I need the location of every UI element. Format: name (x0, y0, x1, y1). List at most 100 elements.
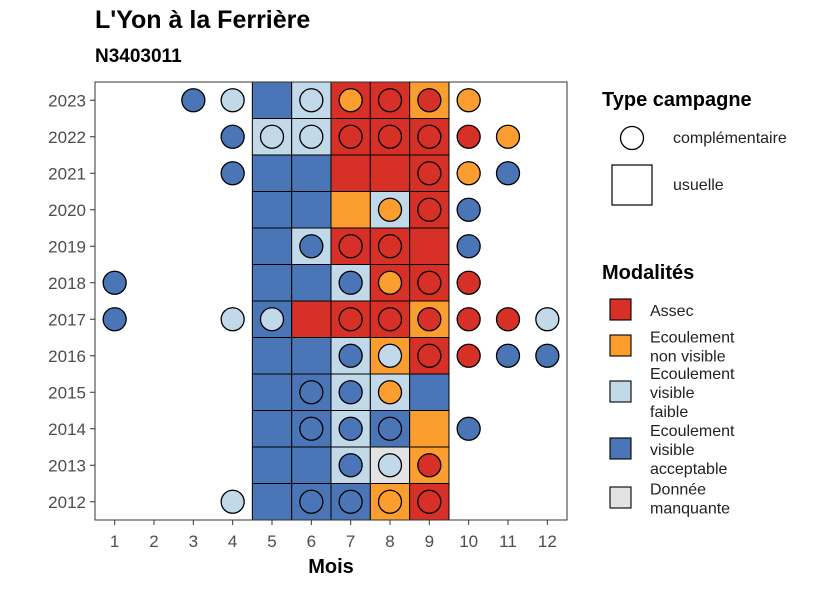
campaign-point-2014-6 (299, 416, 324, 441)
campaign-point-2023-9 (417, 88, 442, 113)
legend-campaign-title: Type campagne (602, 89, 752, 111)
campaign-point-2012-7 (338, 489, 363, 514)
axes-layer: 1 2 3 4 5 6 7 8 9 10 11 122012201320142015201620172… (48, 91, 557, 551)
legend-modality-label: Ecoulement visible faible (650, 366, 735, 421)
campaign-point-2017-5 (259, 307, 285, 332)
y-tick-label: 2014 (48, 420, 86, 439)
heatmap-cell-2019-9 (409, 227, 450, 265)
legend: Type campagne complémentaire usuelle Modali… (602, 89, 787, 518)
heatmap-cell-2016-6 (291, 337, 332, 375)
campaign-point-2023-10 (456, 88, 481, 113)
x-tick-label: 10 (459, 532, 478, 551)
x-tick-label: 1 (110, 532, 119, 551)
campaign-point-2023-7 (338, 88, 363, 113)
campaign-point-2017-10 (456, 307, 481, 332)
legend-modality-label: Donnée manquante (650, 482, 730, 518)
heatmap-cell-2015-5 (251, 373, 293, 411)
heatmap-cell-2021-8 (369, 154, 411, 192)
campaign-point-2016-12 (535, 343, 560, 368)
campaign-point-2022-9 (417, 124, 442, 149)
x-tick-label: 7 (346, 532, 355, 551)
legend-modalities-title: Modalités (602, 262, 694, 284)
heatmap-cell-2013-5 (251, 446, 293, 484)
campaign-point-2019-6 (299, 234, 324, 259)
y-tick-label: 2015 (48, 383, 86, 402)
campaign-point-2022-5 (259, 124, 285, 149)
legend-modality-swatch (609, 298, 632, 321)
x-axis-title: Mois (308, 556, 354, 578)
y-tick-label: 2020 (48, 201, 86, 220)
plot-panel-border (94, 81, 568, 521)
heatmap-cell-2020-5 (251, 191, 293, 229)
y-tick-label: 2012 (48, 493, 86, 512)
x-tick-label: 4 (228, 532, 237, 551)
campaign-point-2020-9 (417, 197, 442, 222)
heatmap-cell-2021-6 (291, 154, 332, 192)
campaign-point-2017-4 (220, 307, 245, 332)
legend-modality-label: Ecoulement visible acceptable (650, 423, 735, 478)
y-tick-label: 2016 (48, 347, 86, 366)
campaign-point-2023-8 (377, 88, 403, 113)
heatmap-cell-2021-5 (251, 154, 293, 192)
y-tick-label: 2021 (48, 164, 86, 183)
campaign-point-2014-7 (338, 416, 363, 441)
campaign-point-2017-1 (102, 307, 127, 332)
campaign-point-2015-8 (377, 380, 403, 405)
x-tick-label: 3 (189, 532, 198, 551)
campaign-point-2014-8 (377, 416, 403, 441)
campaign-point-2022-11 (495, 124, 521, 149)
heatmap-cell-2014-9 (409, 410, 450, 448)
campaign-point-2013-8 (377, 453, 403, 478)
campaign-point-2018-10 (456, 270, 481, 295)
heatmap-cell-2015-9 (409, 373, 450, 411)
campaign-point-2017-9 (417, 307, 442, 332)
campaign-point-2018-7 (338, 270, 363, 295)
campaign-point-2023-4 (220, 88, 245, 113)
campaign-point-2017-12 (535, 307, 560, 332)
heatmap-cell-2020-6 (291, 191, 332, 229)
heatmap-cell-2020-7 (330, 191, 371, 229)
campaign-point-2022-4 (220, 124, 245, 149)
campaign-point-2012-6 (299, 489, 324, 514)
campaign-point-2017-11 (495, 307, 521, 332)
campaign-point-2022-8 (377, 124, 403, 149)
heatmap-cell-2016-5 (251, 337, 293, 375)
campaign-point-2018-8 (377, 270, 403, 295)
campaign-point-2022-10 (456, 124, 481, 149)
campaign-point-2022-7 (338, 124, 363, 149)
legend-square-swatch (611, 164, 653, 206)
campaign-point-2021-4 (220, 161, 245, 186)
x-tick-label: 2 (149, 532, 158, 551)
campaign-point-2013-9 (417, 453, 442, 478)
heatmap-cell-2019-5 (251, 227, 293, 265)
heatmap-cell-2018-5 (251, 264, 293, 302)
campaign-point-2017-7 (338, 307, 363, 332)
legend-modality-swatch (609, 486, 632, 509)
campaign-point-2023-6 (299, 88, 324, 113)
campaign-point-2013-7 (338, 453, 363, 478)
heatmap-cell-2023-5 (251, 81, 293, 119)
y-tick-label: 2023 (48, 91, 86, 110)
campaign-point-2015-6 (299, 380, 324, 405)
campaign-point-2020-10 (456, 197, 481, 222)
y-tick-label: 2013 (48, 456, 86, 475)
campaign-point-2012-9 (417, 489, 442, 514)
campaign-point-2021-9 (417, 161, 442, 186)
campaign-point-2019-10 (456, 234, 481, 259)
chart-subtitle: N3403011 (95, 46, 182, 67)
y-tick-label: 2022 (48, 128, 86, 147)
x-tick-label: 5 (267, 532, 276, 551)
legend-campaign-label: complémentaire (673, 130, 787, 147)
campaign-point-2016-7 (338, 343, 363, 368)
legend-modality-label: Ecoulement non visible (650, 330, 735, 366)
y-tick-label: 2018 (48, 274, 86, 293)
campaign-point-2019-7 (338, 234, 363, 259)
x-tick-label: 8 (385, 532, 394, 551)
heatmap-cell-2017-6 (291, 300, 332, 338)
heatmap-cell-2018-6 (291, 264, 332, 302)
campaign-point-2021-10 (456, 161, 481, 186)
y-tick-label: 2019 (48, 237, 86, 256)
heatmap-cell-2013-6 (291, 446, 332, 484)
x-tick-label: 11 (499, 532, 517, 551)
campaign-point-2018-9 (417, 270, 442, 295)
